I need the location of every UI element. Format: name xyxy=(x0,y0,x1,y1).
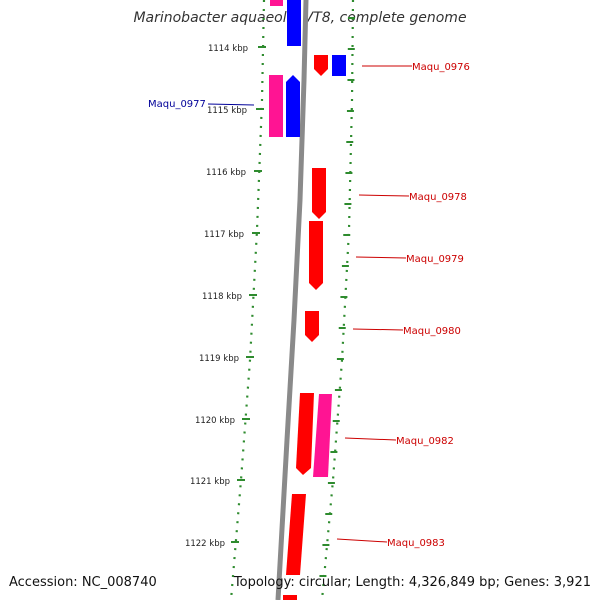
gene-maqu-0978[interactable] xyxy=(312,168,326,219)
outer-strand-right xyxy=(320,0,355,600)
accession-label: Accession: NC_008740 xyxy=(9,575,157,590)
gene-blue-0977[interactable] xyxy=(286,75,300,137)
gene-label-maqu-0979[interactable]: Maqu_0979 xyxy=(406,254,464,265)
gene-maqu-0983[interactable] xyxy=(286,494,306,575)
gene-blue-top[interactable] xyxy=(287,0,301,46)
genome-backbone xyxy=(275,0,309,600)
kbp-label-1118: 1118 kbp xyxy=(202,292,242,302)
gene-pink-top[interactable] xyxy=(270,0,283,6)
kbp-label-1117: 1117 kbp xyxy=(204,230,244,240)
gene-maqu-0979[interactable] xyxy=(309,221,323,290)
gene-red-bottom[interactable] xyxy=(283,595,297,600)
gene-label-maqu-0982[interactable]: Maqu_0982 xyxy=(396,436,454,447)
kbp-label-1122: 1122 kbp xyxy=(185,539,225,549)
gene-maqu-0980[interactable] xyxy=(305,311,319,342)
gene-label-maqu-0977[interactable]: Maqu_0977 xyxy=(148,99,206,110)
gene-label-maqu-0978[interactable]: Maqu_0978 xyxy=(409,192,467,203)
gene-maqu-0982[interactable] xyxy=(313,394,332,477)
gene-red-0982[interactable] xyxy=(296,393,314,475)
gene-maqu-0977[interactable] xyxy=(269,75,283,137)
kbp-label-1119: 1119 kbp xyxy=(199,354,239,364)
kbp-label-1120: 1120 kbp xyxy=(195,416,235,426)
gene-label-maqu-0983[interactable]: Maqu_0983 xyxy=(387,538,445,549)
genome-summary: Topology: circular; Length: 4,326,849 bp… xyxy=(233,575,591,590)
gene-blue-0976[interactable] xyxy=(332,55,346,76)
gene-label-maqu-0976[interactable]: Maqu_0976 xyxy=(412,62,470,73)
kbp-label-1116: 1116 kbp xyxy=(206,168,246,178)
gene-label-maqu-0980[interactable]: Maqu_0980 xyxy=(403,326,461,337)
kbp-label-1114: 1114 kbp xyxy=(208,44,248,54)
kbp-label-1115: 1115 kbp xyxy=(207,106,247,116)
kbp-label-1121: 1121 kbp xyxy=(190,477,230,487)
gene-maqu-0976[interactable] xyxy=(314,55,328,76)
label-leaders xyxy=(207,65,412,543)
